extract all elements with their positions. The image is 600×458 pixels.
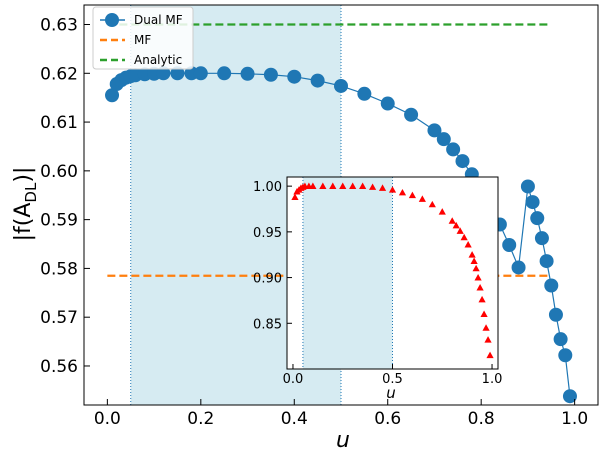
dual-mf-point: [193, 66, 208, 81]
main-y-tick-label: 0.56: [40, 357, 78, 377]
dual-mf-point: [310, 73, 325, 88]
inset-point: [388, 186, 397, 193]
inset-point: [359, 182, 367, 190]
dual-mf-point: [455, 154, 470, 169]
dual-mf-point: [105, 88, 120, 103]
inset-point: [378, 184, 387, 191]
inset-point: [368, 183, 377, 190]
inset-ticks-layer: 0.0 0.5 1.0 0.85 0.90 0.95 1.00: [253, 180, 502, 387]
main-x-tick-label: 0.2: [187, 409, 214, 429]
inset-point: [418, 195, 426, 202]
inset-y-tick-label: 1.00: [253, 180, 282, 195]
legend-dual-mf-marker: [105, 13, 119, 27]
inset-point: [339, 182, 347, 190]
inset-point: [484, 336, 492, 343]
main-x-tick-label: 0.6: [374, 409, 401, 429]
main-x-tick-label: 0.4: [281, 409, 308, 429]
inset-point: [472, 264, 480, 272]
dual-mf-point: [558, 348, 573, 363]
dual-mf-point: [404, 107, 419, 122]
main-y-tick-label: 0.58: [40, 259, 78, 279]
inset-point: [456, 227, 464, 234]
dual-mf-point: [287, 69, 302, 84]
inset-point: [486, 351, 494, 359]
inset-y-tick-label: 0.90: [253, 272, 282, 287]
dual-mf-point: [562, 389, 577, 404]
ylabel-sub: DL: [22, 182, 40, 203]
inset-point: [468, 251, 476, 258]
inset-point: [398, 188, 407, 196]
dual-mf-point: [502, 238, 517, 252]
dual-mf-point: [520, 179, 535, 194]
main-x-tick-label: 0.0: [94, 409, 121, 429]
inset-y-tick-label: 0.95: [253, 226, 282, 241]
main-axes-frame: [83, 4, 599, 406]
inset-x-tick-label: 0.5: [382, 372, 403, 387]
legend-analytic-label: Analytic: [134, 53, 182, 67]
inset-shaded-region: [302, 177, 393, 369]
dual-mf-point: [240, 66, 255, 81]
inset-point: [476, 284, 484, 291]
inset-point: [470, 257, 478, 264]
inset-point: [329, 182, 337, 190]
dual-mf-point: [263, 67, 278, 82]
inset-point: [408, 191, 417, 199]
inset-chart: 0.0 0.5 1.0 0.85 0.90 0.95 1.00 u: [253, 176, 502, 402]
main-x-axis-label: u: [336, 428, 350, 453]
dual-mf-point: [539, 254, 554, 269]
legend: Dual MF MF Analytic: [92, 6, 194, 70]
dual-mf-point: [530, 211, 545, 226]
inset-y-tick-label: 0.85: [253, 317, 282, 332]
inset-x-tick-label: 0.0: [283, 372, 304, 387]
dual-mf-point: [380, 96, 395, 111]
main-y-tick-label: 0.61: [40, 113, 78, 133]
dual-mf-point: [357, 86, 372, 101]
dual-mf-point: [217, 66, 232, 81]
inset-point: [428, 200, 436, 208]
ylabel-post: )|: [11, 167, 36, 183]
inset-point: [482, 324, 490, 331]
main-y-tick-label: 0.59: [40, 211, 78, 231]
dual-mf-point: [436, 132, 451, 147]
dual-mf-point: [446, 142, 461, 157]
main-ticks-layer: 0.0 0.2 0.4 0.6 0.8 1.0 0.56 0.57 0.58 0.59 0.60 0.…: [40, 16, 588, 429]
inset-x-axis-label: u: [386, 384, 396, 402]
dual-mf-point: [156, 66, 171, 81]
inset-point: [291, 193, 299, 200]
main-y-tick-label: 0.60: [40, 162, 78, 182]
legend-mf-label: MF: [134, 33, 151, 47]
dual-mf-point: [534, 231, 549, 246]
main-y-tick-label: 0.57: [40, 308, 78, 328]
main-x-tick-label: 0.8: [468, 409, 495, 429]
inset-point: [452, 221, 460, 229]
dual-mf-point: [170, 66, 185, 81]
main-y-tick-label: 0.63: [40, 16, 78, 36]
dual-mf-point: [427, 123, 442, 138]
dual-mf-point: [544, 278, 559, 293]
inset-point: [460, 233, 468, 241]
dual-mf-point: [525, 195, 540, 210]
inset-point: [474, 273, 482, 281]
inset-point: [309, 182, 317, 190]
inset-point: [349, 182, 357, 190]
inset-series-layer: [291, 182, 494, 359]
inset-x-tick-label: 1.0: [482, 372, 503, 387]
legend-dual-mf-label: Dual MF: [134, 13, 183, 27]
main-series-layer: [105, 23, 577, 404]
main-y-axis-label: |f(ADL)|: [11, 167, 40, 242]
ylabel-pre: |f(A: [11, 203, 36, 242]
inset-point: [464, 241, 472, 248]
dual-mf-point: [548, 307, 563, 322]
inset-point: [438, 208, 446, 215]
main-x-tick-label: 1.0: [561, 409, 588, 429]
inset-point: [319, 182, 327, 190]
main-y-tick-label: 0.62: [40, 64, 78, 84]
dual-mf-point: [511, 260, 526, 275]
inset-point: [480, 310, 488, 318]
inset-point: [478, 295, 486, 303]
inset-point: [448, 217, 456, 224]
dual-mf-point: [553, 332, 568, 347]
dual-mf-point: [334, 78, 348, 93]
